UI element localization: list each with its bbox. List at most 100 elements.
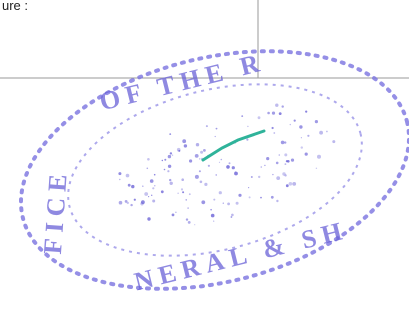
corner-text: ure : xyxy=(2,0,28,13)
speckle xyxy=(127,202,129,204)
speckle xyxy=(248,187,249,188)
speckle xyxy=(232,166,235,169)
speckle xyxy=(258,176,260,178)
speckle xyxy=(128,184,131,187)
speckle xyxy=(249,196,251,198)
speckle xyxy=(140,202,143,205)
speckle xyxy=(178,193,179,194)
speckle xyxy=(164,159,166,161)
speckle xyxy=(164,169,166,171)
speckle xyxy=(241,115,243,117)
speckle xyxy=(216,174,217,175)
speckle xyxy=(299,125,302,128)
speckle xyxy=(175,212,176,213)
speckle xyxy=(251,176,253,178)
speckle xyxy=(272,127,274,129)
speckle xyxy=(267,112,270,115)
speckle xyxy=(272,174,273,175)
speckle xyxy=(289,182,293,186)
speckle xyxy=(247,126,248,127)
speckle xyxy=(177,148,181,152)
stamp-left-text: FICE xyxy=(38,167,73,255)
speckle xyxy=(172,214,175,217)
speckle xyxy=(286,184,289,187)
speckle xyxy=(188,221,191,224)
speckle xyxy=(301,137,302,138)
speckle xyxy=(189,193,191,195)
speckle xyxy=(152,200,155,203)
speckle xyxy=(161,190,164,193)
speckle xyxy=(147,168,149,170)
speckle xyxy=(273,132,275,134)
speckle xyxy=(118,172,121,175)
speckle xyxy=(213,221,214,222)
speckle xyxy=(204,183,207,186)
speckle xyxy=(219,191,222,194)
speckle xyxy=(316,168,317,169)
speckle xyxy=(236,202,239,205)
speckle xyxy=(279,154,281,156)
speckle xyxy=(148,196,149,197)
speckle xyxy=(151,195,152,196)
speckle xyxy=(199,170,201,172)
speckle xyxy=(187,207,188,208)
speckle xyxy=(186,218,188,220)
speckle xyxy=(213,199,215,201)
speckle xyxy=(181,188,183,190)
speckle xyxy=(238,194,241,197)
speckle xyxy=(216,128,218,130)
speckle xyxy=(290,124,291,125)
speckle xyxy=(219,162,220,163)
speckle xyxy=(169,179,171,181)
speckle xyxy=(196,143,199,146)
speckle xyxy=(169,133,171,135)
speckle xyxy=(315,120,318,123)
speckle xyxy=(223,203,224,204)
speckle xyxy=(182,191,184,193)
speckle xyxy=(131,185,134,188)
stamp-scan: ure : OF THE R FICE NERAL & SH xyxy=(0,0,409,318)
speckle xyxy=(210,209,212,211)
speckle xyxy=(186,199,187,200)
speckle xyxy=(231,216,233,218)
speckle xyxy=(227,203,230,206)
speckle xyxy=(181,178,184,181)
speckle xyxy=(281,141,285,145)
speckle xyxy=(162,160,163,161)
speckle xyxy=(211,214,215,218)
speckle xyxy=(203,149,206,152)
speckle xyxy=(167,170,169,172)
speckle xyxy=(258,116,261,119)
speckle xyxy=(189,159,192,162)
speckle xyxy=(284,153,287,156)
speckle xyxy=(150,179,154,183)
speckle xyxy=(286,160,288,162)
speckle xyxy=(272,112,275,115)
speckle xyxy=(271,196,274,199)
speckle xyxy=(282,105,284,107)
speckle xyxy=(195,154,199,158)
speckle xyxy=(264,165,265,166)
speckle xyxy=(195,175,199,179)
speckle xyxy=(276,176,280,180)
speckle xyxy=(200,181,203,184)
speckle xyxy=(231,214,234,217)
speckle xyxy=(142,185,144,187)
speckle xyxy=(292,182,296,186)
speckle xyxy=(229,162,231,164)
speckle xyxy=(279,112,282,115)
speckle xyxy=(208,165,210,167)
speckle xyxy=(144,192,148,196)
speckle xyxy=(184,144,187,147)
speckle xyxy=(170,182,173,185)
speckle xyxy=(215,136,216,137)
speckle xyxy=(170,152,172,154)
speckle xyxy=(221,159,223,161)
speckle xyxy=(126,174,130,178)
speckle xyxy=(326,131,328,133)
speckle xyxy=(130,204,132,206)
speckle xyxy=(152,187,154,189)
speckle xyxy=(172,155,173,156)
speckle xyxy=(266,157,269,160)
speckle xyxy=(226,165,230,169)
